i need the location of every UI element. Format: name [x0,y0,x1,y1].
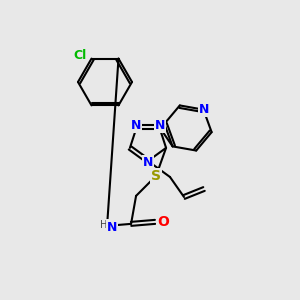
Text: O: O [157,215,169,229]
Text: N: N [107,221,117,234]
Text: N: N [155,119,165,132]
Text: N: N [143,155,153,169]
Text: N: N [199,103,210,116]
Text: S: S [151,169,161,183]
Text: H: H [100,220,108,230]
Text: Cl: Cl [73,49,86,62]
Text: N: N [130,119,141,132]
